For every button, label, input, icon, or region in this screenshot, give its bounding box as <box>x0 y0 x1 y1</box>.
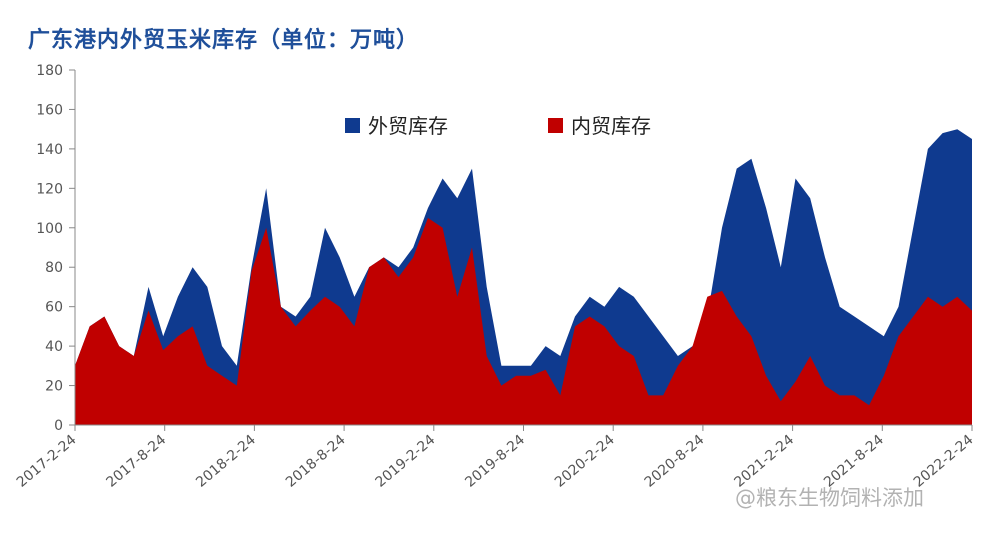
axes: 0 20 40 60 80 100 120 140 160 180 2017-2-24 2017-8-… <box>14 63 977 491</box>
y-tick-label: 100 <box>36 221 63 237</box>
x-tick-label: 2018-2-24 <box>193 432 259 491</box>
y-tick-label: 160 <box>36 102 63 118</box>
legend-swatch-domestic <box>548 118 563 133</box>
chart-title: 广东港内外贸玉米库存（单位：万吨） <box>28 28 420 53</box>
x-tick-label: 2017-8-24 <box>103 432 169 491</box>
legend-label-domestic: 内贸库存 <box>571 114 651 138</box>
y-tick-label: 20 <box>45 379 63 395</box>
x-tick-label: 2020-8-24 <box>642 432 708 491</box>
x-tick-label: 2017-2-24 <box>14 432 80 491</box>
y-tick-label: 140 <box>36 142 63 158</box>
legend: 外贸库存 内贸库存 <box>345 114 651 138</box>
area-series-domestic <box>75 217 972 425</box>
x-tick-label: 2019-2-24 <box>373 432 439 491</box>
x-tick-label: 2019-8-24 <box>462 432 528 491</box>
series-areas <box>75 129 972 425</box>
y-tick-label: 40 <box>45 339 63 355</box>
x-tick-label: 2018-8-24 <box>283 432 349 491</box>
y-tick-label: 0 <box>54 418 63 434</box>
y-tick-label: 60 <box>45 300 63 316</box>
x-tick-label: 2020-2-24 <box>552 432 618 491</box>
x-tick-label: 2021-8-24 <box>821 432 887 491</box>
y-tick-label: 180 <box>36 63 63 79</box>
y-tick-label: 80 <box>45 260 63 276</box>
watermark-text: @粮东生物饲料添加 <box>735 486 924 510</box>
y-tick-label: 120 <box>36 181 63 197</box>
x-tick-label: 2022-2-24 <box>911 432 977 491</box>
x-tick-label: 2021-2-24 <box>731 432 797 491</box>
legend-swatch-export <box>345 118 360 133</box>
legend-label-export: 外贸库存 <box>368 114 448 138</box>
